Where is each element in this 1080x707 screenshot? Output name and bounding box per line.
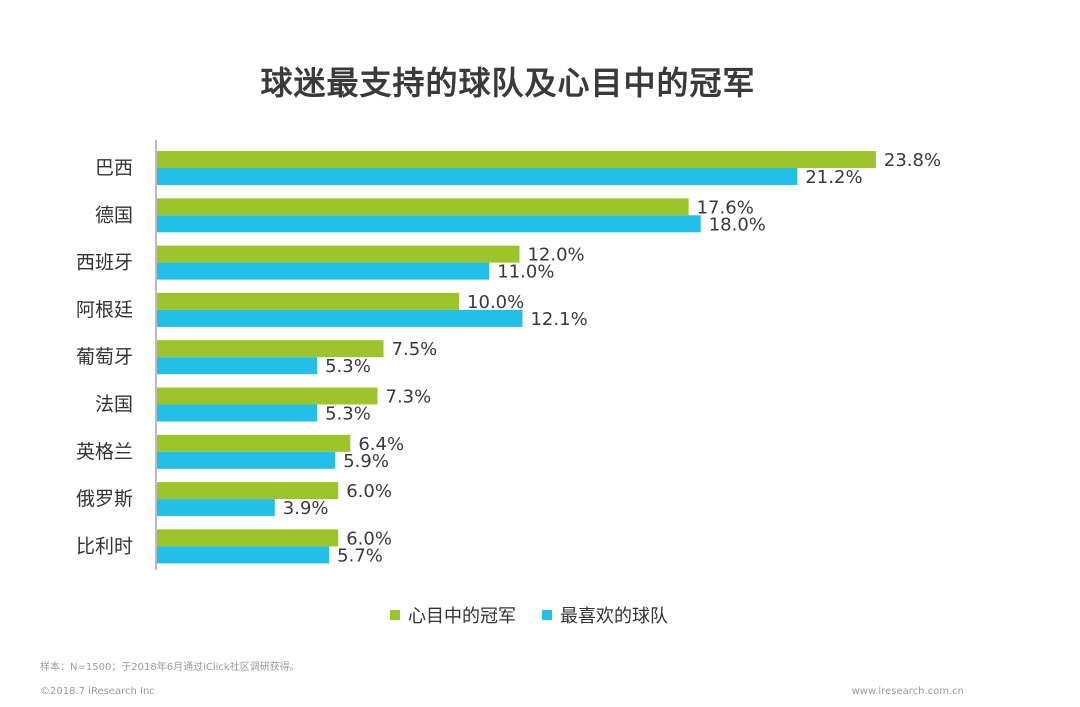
bar-champion-spain [157, 245, 520, 263]
category-label-argentina: 阿根廷 [76, 299, 133, 321]
bar-champion-argentina [157, 292, 460, 310]
category-label-spain: 西班牙 [76, 252, 133, 274]
value-label-champion-argentina: 10.0% [467, 292, 524, 313]
bar-favorite-france [157, 404, 318, 422]
category-label-belgium: 比利时 [76, 535, 133, 557]
bar-champion-russia [157, 482, 339, 500]
category-label-germany: 德国 [95, 204, 133, 226]
value-label-favorite-argentina: 12.1% [530, 309, 587, 330]
footer-url: www.iresearch.com.cn [851, 686, 964, 697]
category-label-russia: 俄罗斯 [76, 488, 133, 510]
value-label-favorite-brazil: 21.2% [805, 167, 862, 188]
footer-copyright: ©2018.7 iResearch Inc [40, 686, 155, 697]
value-label-favorite-france: 5.3% [325, 404, 371, 425]
legend-item-favorite: 最喜欢的球队 [542, 602, 668, 628]
value-label-champion-germany: 17.6% [697, 197, 754, 218]
bar-favorite-england [157, 451, 336, 469]
legend-label-champion: 心目中的冠军 [408, 606, 516, 627]
bar-favorite-germany [157, 215, 701, 233]
value-label-favorite-russia: 3.9% [283, 498, 329, 519]
value-label-champion-france: 7.3% [386, 387, 432, 408]
bar-favorite-belgium [157, 546, 330, 564]
bar-favorite-russia [157, 499, 275, 517]
value-label-favorite-germany: 18.0% [709, 214, 766, 235]
category-label-england: 英格兰 [76, 441, 133, 463]
bar-champion-brazil [157, 151, 876, 168]
legend-item-champion: 心目中的冠军 [390, 602, 516, 628]
bar-champion-england [157, 434, 351, 452]
legend-swatch-favorite [542, 610, 552, 620]
value-label-champion-brazil: 23.8% [884, 150, 941, 171]
category-label-france: 法国 [95, 394, 133, 416]
value-label-champion-belgium: 6.0% [346, 528, 392, 549]
value-label-champion-spain: 12.0% [527, 245, 584, 266]
legend: 心目中的冠军 最喜欢的球队 [390, 602, 694, 628]
bar-favorite-spain [157, 262, 490, 280]
footer-note: 样本：N=1500；于2018年6月通过iClick社区调研获得。 [40, 662, 300, 673]
value-label-favorite-portugal: 5.3% [325, 356, 371, 377]
bar-champion-portugal [157, 340, 384, 358]
value-label-champion-england: 6.4% [358, 434, 404, 455]
bar-champion-france [157, 387, 378, 405]
legend-swatch-champion [390, 610, 400, 620]
bar-chart: 巴西 23.8% 21.2% 德国 17.6%18.0% 西班牙 12.0%11.0% 阿根廷… [76, 140, 941, 570]
value-label-champion-russia: 6.0% [346, 481, 392, 502]
legend-label-favorite: 最喜欢的球队 [560, 606, 668, 627]
bar-favorite-portugal [157, 357, 318, 375]
value-label-favorite-belgium: 5.7% [337, 545, 383, 566]
bar-champion-belgium [157, 529, 339, 547]
category-label-portugal: 葡萄牙 [76, 346, 133, 368]
bar-champion-germany [157, 198, 689, 216]
value-label-favorite-england: 5.9% [343, 451, 389, 472]
value-label-favorite-spain: 11.0% [497, 262, 554, 283]
bar-favorite-brazil [157, 168, 798, 185]
category-label-brazil: 巴西 [95, 157, 133, 179]
bar-favorite-argentina [157, 309, 523, 327]
chart-title: 球迷最支持的球队及心目中的冠军 [260, 64, 756, 102]
value-label-champion-portugal: 7.5% [392, 339, 438, 360]
